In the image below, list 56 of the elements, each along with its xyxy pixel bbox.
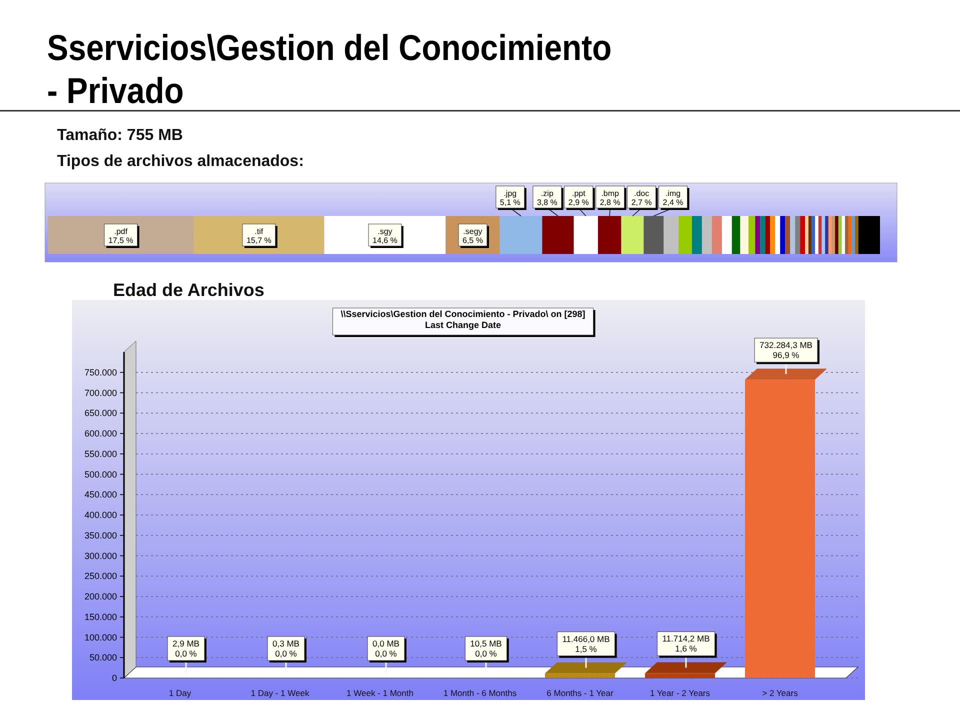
data-label: 2,7 %: [631, 198, 652, 207]
data-label: 2,8 %: [600, 198, 620, 207]
y-tick-label: 450.000: [84, 490, 117, 500]
x-tick-label: 1 Week - 1 Month: [346, 688, 414, 698]
text: .zip: [540, 189, 554, 198]
data-label: 0,3 MB 0,0 %: [272, 638, 300, 658]
x-tick-label: 6 Months - 1 Year: [546, 688, 614, 698]
y-tick-label: 550.000: [84, 448, 117, 459]
y-tick-label: 500.000: [84, 469, 117, 480]
data-label: 732.284,3 MB 96,9 %: [760, 340, 813, 360]
text: .bmp: [601, 189, 620, 198]
y-tick-label: 200.000: [84, 592, 117, 602]
y-tick-label: 750.000: [84, 367, 117, 378]
series-label: .tif: [254, 227, 264, 236]
series-label: .segy: [463, 227, 482, 236]
text: .img: [665, 189, 681, 198]
y-tick-label: 650.000: [84, 408, 117, 418]
x-tick-label: 1 Month - 6 Months: [443, 688, 517, 698]
chart-title: Sservicios\Gestion del Conocimiento - Privado: [47, 28, 612, 112]
data-label: 17,5 %: [108, 236, 134, 245]
data-label: 11.714,2 MB 1,6 %: [662, 634, 710, 654]
text: .ppt: [572, 189, 586, 198]
text: Tipos de archivos almacenados:: [57, 153, 304, 170]
data-label: 2,9 %: [568, 198, 589, 207]
y-tick-label: 250.000: [84, 571, 117, 582]
data-label: 0,0 MB 0,0 %: [372, 638, 400, 658]
y-tick-label: 0: [112, 673, 117, 683]
y-tick-label: 350.000: [84, 530, 117, 540]
y-tick-label: 150.000: [84, 612, 117, 622]
data-label: 14,6 %: [372, 236, 398, 245]
data-label: 10,5 MB 0,0 %: [470, 638, 502, 658]
y-tick-label: 700.000: [84, 388, 117, 398]
y-tick-label: 400.000: [84, 510, 117, 520]
data-label: 3,8 %: [536, 198, 558, 207]
data-label: 5,1 %: [500, 198, 520, 207]
x-tick-label: > 2 Years: [762, 688, 798, 698]
text: \\Sservicios\Gestion del Conocimiento - Privado\ on [298]: [340, 309, 586, 319]
data-label: 2,9 MB 0,0 %: [172, 638, 200, 658]
x-tick-label: 1 Year - 2 Years: [650, 688, 710, 698]
text: .jpg: [504, 189, 517, 198]
chart-title: Edad de Archivos: [113, 280, 264, 300]
y-tick-label: 100.000: [84, 632, 117, 642]
x-tick-label: 1 Day: [168, 688, 192, 698]
y-tick-label: 300.000: [84, 550, 117, 561]
series-label: .pdf: [114, 227, 128, 236]
x-tick-label: 1 Day - 1 Week: [250, 688, 310, 698]
text: Last Change Date: [424, 320, 502, 330]
data-label: 6,5 %: [462, 236, 483, 245]
series-label: .sgy: [378, 227, 392, 236]
data-label: 15,7 %: [246, 236, 272, 245]
y-tick-label: 600.000: [84, 428, 117, 438]
text: .doc: [634, 189, 650, 198]
y-tick-label: 50.000: [89, 652, 117, 663]
data-label: 2,4 %: [662, 198, 684, 207]
data-label: 11.466,0 MB 1,5 %: [562, 634, 610, 654]
chart-subtitle: Tamaño: 755 MB: [57, 127, 183, 144]
